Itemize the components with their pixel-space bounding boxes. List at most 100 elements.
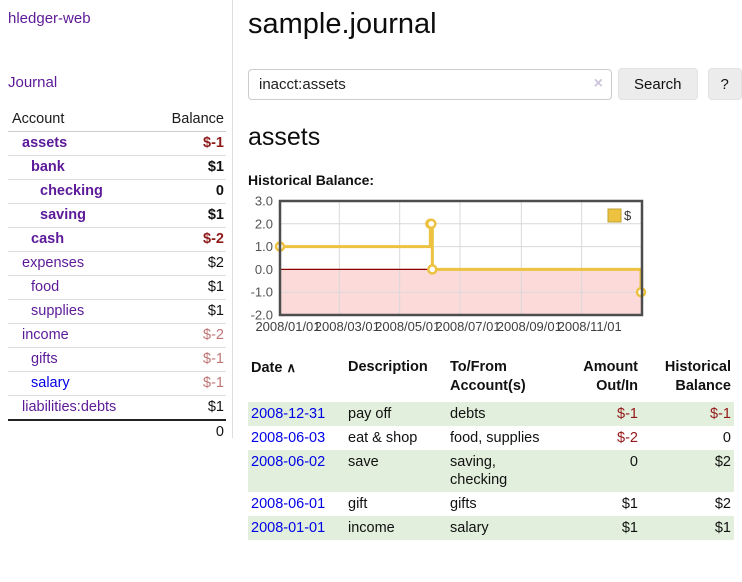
chart-title: Historical Balance: xyxy=(248,172,375,188)
account-link[interactable]: checking xyxy=(40,183,103,199)
account-link[interactable]: salary xyxy=(31,375,70,391)
account-balance: 0 xyxy=(150,179,226,204)
account-link[interactable]: income xyxy=(22,327,69,343)
account-row: checking 0 xyxy=(8,179,226,204)
account-row: food $1 xyxy=(8,275,226,300)
register-row: 2008-06-01 gift gifts $1 $2 xyxy=(248,492,734,516)
search-button[interactable]: Search xyxy=(618,68,698,100)
register-date-link[interactable]: 2008-06-02 xyxy=(251,454,326,470)
svg-text:$: $ xyxy=(624,208,632,223)
col-header-accounts[interactable]: To/From Account(s) xyxy=(450,359,526,394)
account-row: expenses $2 xyxy=(8,251,226,276)
search-box: × xyxy=(248,68,612,100)
accounts-col-balance: Balance xyxy=(150,108,226,132)
chart-container: 3.0 2.0 1.0 0.0 -1.0 -2.0 2008/01/01 2008/03/01… xyxy=(248,194,652,339)
register-balance: $-1 xyxy=(710,406,731,422)
col-header-description[interactable]: Description xyxy=(348,359,428,375)
register-header-row: Date ∧ Description To/From Account(s) Am… xyxy=(248,356,734,402)
historical-balance-chart: 3.0 2.0 1.0 0.0 -1.0 -2.02008/01/012008/03/01… xyxy=(251,194,647,334)
accounts-total-balance: 0 xyxy=(150,419,226,444)
col-header-balance[interactable]: Historical Balance xyxy=(664,359,731,394)
register-accounts: food, supplies xyxy=(450,430,540,446)
account-balance: $-1 xyxy=(150,347,226,372)
app-title-link[interactable]: hledger-web xyxy=(8,10,91,27)
register-balance: 0 xyxy=(722,430,731,446)
account-balance: $-2 xyxy=(150,227,226,252)
svg-text:0.0: 0.0 xyxy=(255,262,273,277)
account-link[interactable]: gifts xyxy=(31,351,58,367)
svg-text:2.0: 2.0 xyxy=(255,216,273,231)
register-accounts: gifts xyxy=(450,496,477,512)
register-row: 2008-01-01 income salary $1 $1 xyxy=(248,516,734,540)
register-date-link[interactable]: 2008-01-01 xyxy=(251,520,326,536)
account-row: salary $-1 xyxy=(8,371,226,396)
register-amount: 0 xyxy=(629,454,638,470)
main-content: sample.journal × Search ? assets Histori… xyxy=(233,0,742,540)
register-description: save xyxy=(348,454,379,470)
register-date-link[interactable]: 2008-06-01 xyxy=(251,496,326,512)
account-link[interactable]: saving xyxy=(40,207,86,223)
account-balance: $1 xyxy=(150,275,226,300)
account-balance: $1 xyxy=(150,155,226,180)
account-heading: assets xyxy=(248,123,321,151)
register-amount: $1 xyxy=(621,496,638,512)
clear-search-icon[interactable]: × xyxy=(593,75,603,92)
account-link[interactable]: assets xyxy=(22,135,68,151)
register-description: income xyxy=(348,520,395,536)
help-button[interactable]: ? xyxy=(707,68,742,100)
svg-text:1.0: 1.0 xyxy=(255,239,273,254)
search-input[interactable] xyxy=(248,68,612,100)
svg-text:2008/05/01: 2008/05/01 xyxy=(375,319,440,334)
svg-text:2008/07/01: 2008/07/01 xyxy=(435,319,500,334)
accounts-col-account: Account xyxy=(8,108,151,132)
svg-text:2008/11/01: 2008/11/01 xyxy=(558,319,622,334)
account-link[interactable]: supplies xyxy=(31,303,85,319)
account-balance: $-1 xyxy=(150,131,226,156)
register-date-link[interactable]: 2008-12-31 xyxy=(251,406,326,422)
register-balance: $1 xyxy=(714,520,731,536)
account-row: bank $1 xyxy=(8,155,226,180)
sort-asc-icon[interactable]: ∧ xyxy=(286,360,296,375)
col-header-date[interactable]: Date ∧ xyxy=(251,360,296,376)
account-balance: $2 xyxy=(150,251,226,276)
account-row: assets $-1 xyxy=(8,131,226,156)
svg-text:-2.0: -2.0 xyxy=(251,308,273,323)
register-description: gift xyxy=(348,496,368,512)
register-accounts: salary xyxy=(450,520,489,536)
svg-text:2008/09/01: 2008/09/01 xyxy=(497,319,562,334)
col-header-amount[interactable]: Amount Out/In xyxy=(583,359,638,394)
register-balance: $2 xyxy=(714,454,731,470)
register-row: 2008-12-31 pay off debts $-1 $-1 xyxy=(248,402,734,426)
account-balance: $1 xyxy=(150,203,226,228)
register-description: eat & shop xyxy=(348,430,418,446)
account-link[interactable]: food xyxy=(31,279,60,295)
register-row: 2008-06-02 save saving, checking 0 $2 xyxy=(248,450,734,492)
account-row: supplies $1 xyxy=(8,299,226,324)
page-title: sample.journal xyxy=(248,8,437,40)
accounts-total-row: 0 xyxy=(8,419,226,444)
account-link[interactable]: expenses xyxy=(22,255,85,271)
register-amount: $1 xyxy=(621,520,638,536)
register-accounts: saving, checking xyxy=(450,454,508,488)
register-amount: $-1 xyxy=(617,406,638,422)
register-row: 2008-06-03 eat & shop food, supplies $-2 0 xyxy=(248,426,734,450)
account-row: saving $1 xyxy=(8,203,226,228)
register-date-link[interactable]: 2008-06-03 xyxy=(251,430,326,446)
account-row: liabilities:debts $1 xyxy=(8,395,226,421)
account-link[interactable]: cash xyxy=(31,231,65,247)
register-balance: $2 xyxy=(714,496,731,512)
account-balance: $-1 xyxy=(150,371,226,396)
account-link[interactable]: bank xyxy=(31,159,65,175)
svg-text:2008/03/01: 2008/03/01 xyxy=(315,319,380,334)
account-balance: $-2 xyxy=(150,323,226,348)
accounts-table: Account Balance assets $-1 bank $1 checking 0… xyxy=(8,108,226,444)
account-balance: $1 xyxy=(150,395,226,421)
account-row: income $-2 xyxy=(8,323,226,348)
register-amount: $-2 xyxy=(617,430,638,446)
sidebar: hledger-web Journal Account Balance asse… xyxy=(0,0,233,444)
account-row: gifts $-1 xyxy=(8,347,226,372)
search-form: × Search ? xyxy=(248,68,742,100)
nav-journal-link[interactable]: Journal xyxy=(8,74,58,91)
account-link[interactable]: liabilities:debts xyxy=(22,399,117,415)
account-balance: $1 xyxy=(150,299,226,324)
